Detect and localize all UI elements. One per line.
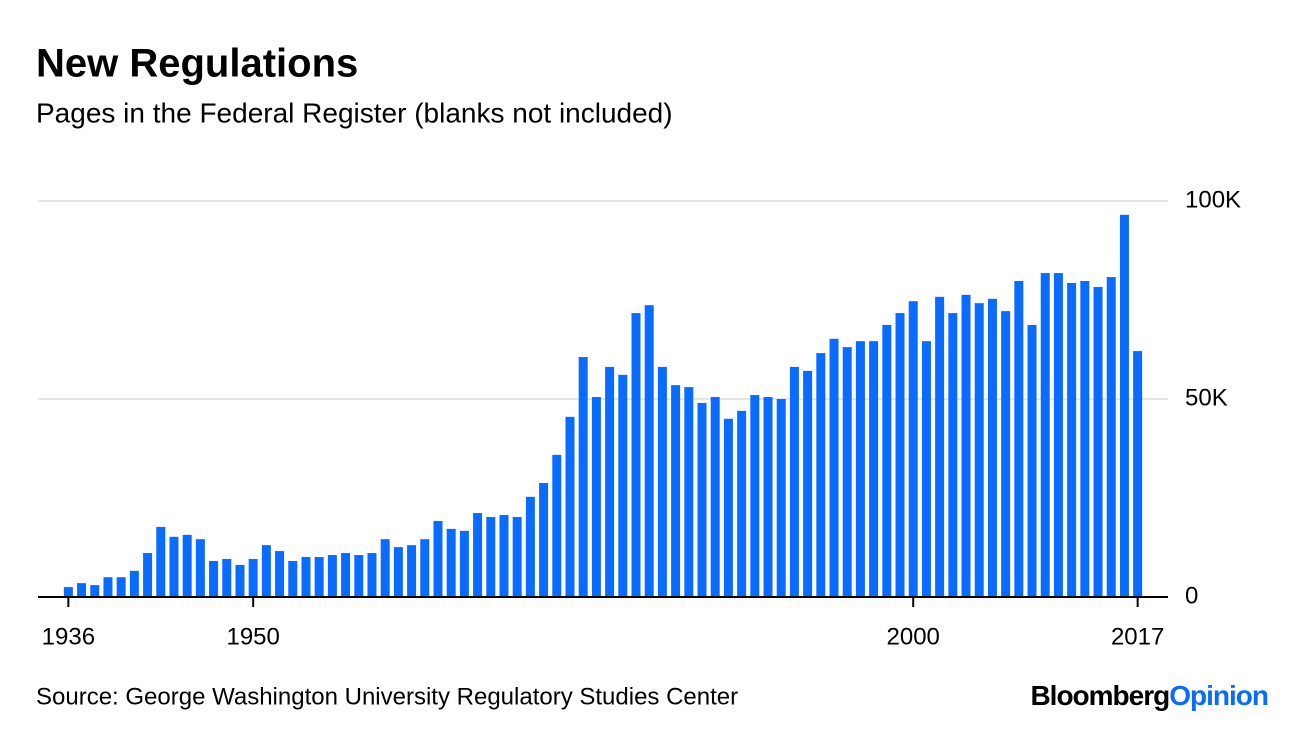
bar bbox=[1027, 324, 1037, 597]
bar bbox=[77, 583, 87, 597]
x-tick-label: 2000 bbox=[887, 623, 940, 650]
bar bbox=[1119, 214, 1129, 598]
bar bbox=[935, 296, 945, 597]
bar bbox=[631, 313, 641, 597]
bar bbox=[486, 517, 496, 597]
bar bbox=[1014, 280, 1024, 597]
brand-suffix: Opinion bbox=[1169, 680, 1268, 711]
bar bbox=[195, 539, 205, 597]
bar bbox=[143, 553, 153, 597]
bar bbox=[222, 558, 232, 597]
bar bbox=[948, 313, 958, 597]
bar bbox=[525, 496, 535, 597]
bar bbox=[776, 399, 786, 597]
bar bbox=[895, 313, 905, 597]
bar bbox=[407, 545, 417, 597]
bar bbox=[803, 370, 813, 597]
y-tick-label: 0 bbox=[1185, 582, 1198, 609]
chart-title: New Regulations bbox=[36, 42, 358, 86]
bar bbox=[539, 482, 549, 597]
bar bbox=[209, 560, 219, 597]
chart-subtitle: Pages in the Federal Register (blanks no… bbox=[36, 97, 673, 128]
bar bbox=[288, 560, 298, 597]
bar bbox=[327, 555, 337, 597]
bar bbox=[605, 366, 615, 597]
bar bbox=[723, 418, 733, 597]
bar bbox=[459, 530, 469, 597]
bar bbox=[921, 341, 931, 597]
brand: BloombergOpinion bbox=[1030, 680, 1268, 711]
bar bbox=[446, 528, 456, 597]
bar bbox=[103, 577, 113, 597]
bar bbox=[908, 301, 918, 597]
bar bbox=[1067, 282, 1077, 597]
bar bbox=[882, 324, 892, 597]
bar bbox=[750, 395, 760, 597]
bar bbox=[552, 454, 562, 597]
bar bbox=[855, 341, 865, 597]
bar bbox=[248, 558, 258, 597]
bar bbox=[1040, 273, 1050, 597]
bar bbox=[618, 374, 628, 597]
source: Source: George Washington University Reg… bbox=[36, 683, 738, 710]
bar bbox=[591, 397, 601, 597]
brand-name: Bloomberg bbox=[1030, 680, 1169, 711]
y-tick-label: 50K bbox=[1185, 384, 1228, 411]
bar bbox=[63, 587, 73, 597]
bar bbox=[341, 553, 351, 597]
bar bbox=[974, 303, 984, 597]
bar bbox=[565, 416, 575, 597]
bar bbox=[380, 539, 390, 597]
bar bbox=[789, 366, 799, 597]
bar bbox=[90, 585, 100, 597]
bar bbox=[644, 305, 654, 597]
bar bbox=[314, 557, 324, 597]
bar bbox=[512, 517, 522, 597]
bar bbox=[816, 353, 826, 597]
x-tick-label: 1936 bbox=[42, 623, 95, 650]
bar bbox=[261, 545, 271, 597]
bar bbox=[1133, 351, 1143, 597]
bar bbox=[671, 385, 681, 597]
x-tick-label: 2017 bbox=[1111, 623, 1164, 650]
bar bbox=[829, 338, 839, 597]
bar bbox=[961, 294, 971, 597]
bar bbox=[499, 515, 509, 597]
bar bbox=[354, 555, 364, 597]
bar bbox=[169, 536, 179, 597]
bar bbox=[684, 387, 694, 597]
bar bbox=[737, 410, 747, 597]
bar bbox=[710, 397, 720, 597]
bar bbox=[578, 357, 588, 597]
bar bbox=[1093, 286, 1103, 597]
bar bbox=[657, 366, 667, 597]
bar bbox=[393, 547, 403, 597]
bar bbox=[129, 570, 139, 597]
bar bbox=[367, 553, 377, 597]
bar bbox=[116, 577, 126, 597]
bar bbox=[987, 298, 997, 597]
bar bbox=[275, 551, 285, 597]
bar bbox=[842, 347, 852, 597]
bar bbox=[301, 557, 311, 597]
y-tick-label: 100K bbox=[1185, 186, 1241, 213]
bar bbox=[869, 341, 879, 597]
bar bbox=[182, 534, 192, 597]
bar bbox=[1053, 273, 1063, 597]
bar bbox=[420, 539, 430, 597]
bar bbox=[763, 397, 773, 597]
bar bbox=[1080, 280, 1090, 597]
bar bbox=[473, 513, 483, 597]
x-tick-label: 1950 bbox=[226, 623, 279, 650]
bar bbox=[1001, 311, 1011, 597]
bar bbox=[433, 520, 443, 597]
bar bbox=[697, 402, 707, 597]
bar bbox=[235, 564, 245, 597]
bar bbox=[156, 526, 166, 597]
bar bbox=[1106, 277, 1116, 597]
